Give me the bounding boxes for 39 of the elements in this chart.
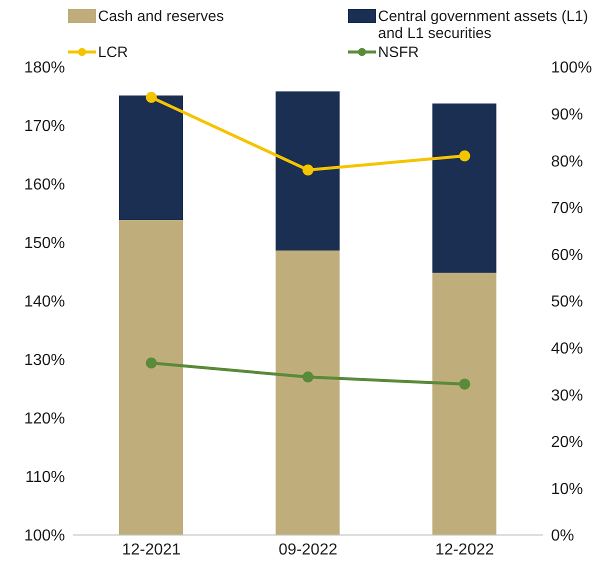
y2-tick-label: 90% [551,106,584,124]
bar [432,104,496,273]
bar [432,272,496,535]
point [146,358,157,369]
y-tick-label: 160% [24,176,65,194]
y2-tick-label: 80% [551,153,584,170]
y2-tick-label: 40% [551,340,584,358]
y-tick-label: 150% [24,235,65,252]
y2-tick-label: 70% [551,200,584,218]
bar [276,250,340,535]
x-tick-label: 12-2021 [122,541,181,558]
bar [276,91,340,250]
y-tick-label: 140% [24,294,65,311]
y-tick-label: 130% [24,352,65,370]
legend-label: LCR [98,44,128,61]
point [459,378,470,390]
y-tick-label: 110% [25,469,65,486]
legend-label: NSFR [378,44,419,61]
point [302,372,314,383]
legend-label: Central government assets (L1) and L1 securities [378,8,590,42]
y2-tick-label: 20% [551,434,584,452]
y-tick-label: 180% [24,60,65,77]
y2-tick-label: 100% [551,60,592,77]
point [459,150,470,162]
x-tick-label: 12-2022 [435,541,494,558]
y2-tick-label: 60% [551,246,584,264]
point [146,92,157,103]
point [302,164,314,176]
legend-label: Cash and reserves [98,8,224,25]
x-tick-label: 09-2022 [278,541,338,558]
bar [119,96,183,220]
y-tick-label: 170% [24,118,65,136]
y2-tick-label: 0% [551,528,574,545]
y2-tick-label: 10% [551,480,584,498]
y2-tick-label: 50% [551,294,584,311]
bar [119,220,183,535]
y2-tick-label: 30% [551,387,584,404]
y-tick-label: 120% [24,410,65,428]
y-tick-label: 100% [24,528,65,545]
